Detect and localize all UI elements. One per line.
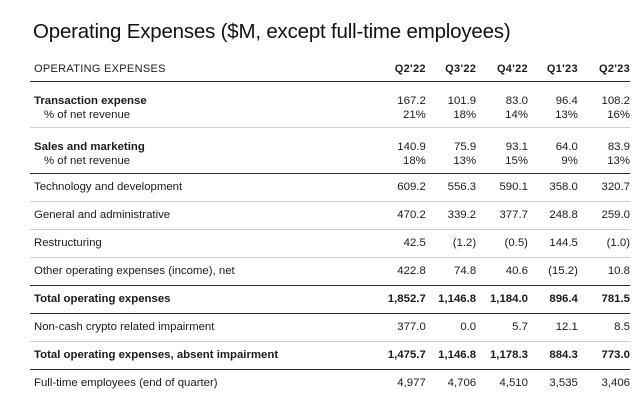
table-row: General and administrative 470.2 339.2 3… xyxy=(30,201,630,229)
cell-value: 13% xyxy=(607,155,630,167)
row-label: Technology and development xyxy=(34,181,183,193)
page-title: Operating Expenses ($M, except full-time… xyxy=(33,20,511,43)
row-label: Sales and marketing xyxy=(34,141,145,153)
cell-value: 1,178.3 xyxy=(489,349,528,361)
table-row: Technology and development 609.2 556.3 5… xyxy=(30,173,630,201)
row-label: Total operating expenses, absent impairm… xyxy=(34,349,279,361)
cell-value: 75.9 xyxy=(453,141,477,153)
row-label: % of net revenue xyxy=(44,155,131,167)
cell-value: 83.9 xyxy=(607,141,630,153)
cell-value: 83.0 xyxy=(505,95,528,107)
header-quarter: Q2'23 xyxy=(598,62,630,75)
table-row: Transaction expense 167.2 101.9 83.0 96.… xyxy=(30,81,630,107)
header-quarter: Q3'22 xyxy=(445,62,477,75)
cell-value: 9% xyxy=(561,155,578,167)
cell-value: 108.2 xyxy=(601,95,630,107)
cell-value: 18% xyxy=(453,109,477,121)
cell-value: 10.8 xyxy=(607,265,630,277)
cell-value: 3,535 xyxy=(549,377,578,390)
cell-value: 422.8 xyxy=(397,265,426,277)
cell-value: 42.5 xyxy=(403,237,426,249)
cell-value: 8.5 xyxy=(614,321,630,333)
cell-value: 4,706 xyxy=(447,377,477,390)
cell-value: 609.2 xyxy=(397,181,426,193)
cell-value: 556.3 xyxy=(447,181,477,193)
cell-value: 358.0 xyxy=(549,181,578,193)
cell-value: 0.0 xyxy=(460,321,477,333)
table-row: Full-time employees (end of quarter) 4,9… xyxy=(30,369,630,397)
cell-value: 40.6 xyxy=(505,265,528,277)
row-label: Non-cash crypto related impairment xyxy=(34,321,215,333)
cell-value: 884.3 xyxy=(549,349,578,361)
cell-value: (1.2) xyxy=(452,237,477,249)
cell-value: (15.2) xyxy=(548,265,578,277)
operating-expenses-table: OPERATING EXPENSES Q2'22 Q3'22 Q4'22 Q1'… xyxy=(30,57,630,397)
row-label: Transaction expense xyxy=(34,95,147,107)
cell-value: 21% xyxy=(402,109,426,121)
cell-value: 377.7 xyxy=(499,209,528,221)
table-header-row: OPERATING EXPENSES Q2'22 Q3'22 Q4'22 Q1'… xyxy=(30,57,630,81)
cell-value: 144.5 xyxy=(549,237,578,249)
cell-value: 339.2 xyxy=(447,209,477,221)
cell-value: 140.9 xyxy=(397,141,426,153)
header-label: OPERATING EXPENSES xyxy=(34,62,166,75)
cell-value: 18% xyxy=(402,155,426,167)
cell-value: 5.7 xyxy=(512,321,528,333)
row-label: Full-time employees (end of quarter) xyxy=(34,377,218,390)
cell-value: 377.0 xyxy=(397,321,426,333)
cell-value: 781.5 xyxy=(601,293,630,305)
row-label: Other operating expenses (income), net xyxy=(34,265,235,277)
cell-value: 96.4 xyxy=(555,95,578,107)
cell-value: 13% xyxy=(555,109,578,121)
cell-value: 590.1 xyxy=(499,181,528,193)
table-row: Sales and marketing 140.9 75.9 93.1 64.0… xyxy=(30,127,630,153)
cell-value: 1,146.8 xyxy=(438,293,477,305)
cell-value: 12.1 xyxy=(555,321,578,333)
cell-value: 1,146.8 xyxy=(438,349,477,361)
cell-value: 74.8 xyxy=(453,265,477,277)
table-row: Non-cash crypto related impairment 377.0… xyxy=(30,313,630,341)
cell-value: 15% xyxy=(505,155,528,167)
cell-value: 1,475.7 xyxy=(387,349,426,361)
row-label: % of net revenue xyxy=(44,109,131,121)
cell-value: 13% xyxy=(453,155,477,167)
table-row: Restructuring 42.5 (1.2) (0.5) 144.5 (1.… xyxy=(30,229,630,257)
cell-value: 4,510 xyxy=(499,377,528,390)
cell-value: 4,977 xyxy=(397,377,426,390)
cell-value: 16% xyxy=(607,109,630,121)
cell-value: 1,184.0 xyxy=(489,293,528,305)
header-quarter: Q2'22 xyxy=(394,62,426,75)
table-row-total: Total operating expenses, absent impairm… xyxy=(30,341,630,369)
cell-value: (0.5) xyxy=(504,237,528,249)
cell-value: 3,406 xyxy=(601,377,630,390)
row-label: Restructuring xyxy=(34,237,102,249)
cell-value: 14% xyxy=(505,109,528,121)
table-row: % of net revenue 21% 18% 14% 13% 16% xyxy=(30,107,630,127)
cell-value: (1.0) xyxy=(606,237,630,249)
row-label: Total operating expenses xyxy=(34,293,171,305)
cell-value: 773.0 xyxy=(601,349,630,361)
table-row: % of net revenue 18% 13% 15% 9% 13% xyxy=(30,153,630,173)
table-row: Other operating expenses (income), net 4… xyxy=(30,257,630,285)
cell-value: 64.0 xyxy=(555,141,578,153)
cell-value: 93.1 xyxy=(505,141,528,153)
cell-value: 470.2 xyxy=(397,209,426,221)
header-quarter: Q4'22 xyxy=(496,62,528,75)
cell-value: 1,852.7 xyxy=(387,293,426,305)
cell-value: 896.4 xyxy=(549,293,578,305)
cell-value: 101.9 xyxy=(447,95,477,107)
cell-value: 259.0 xyxy=(601,209,630,221)
table-row-total: Total operating expenses 1,852.7 1,146.8… xyxy=(30,285,630,313)
cell-value: 320.7 xyxy=(601,181,630,193)
row-label: General and administrative xyxy=(34,209,171,221)
cell-value: 248.8 xyxy=(549,209,578,221)
header-quarter: Q1'23 xyxy=(546,62,578,75)
cell-value: 167.2 xyxy=(397,95,426,107)
